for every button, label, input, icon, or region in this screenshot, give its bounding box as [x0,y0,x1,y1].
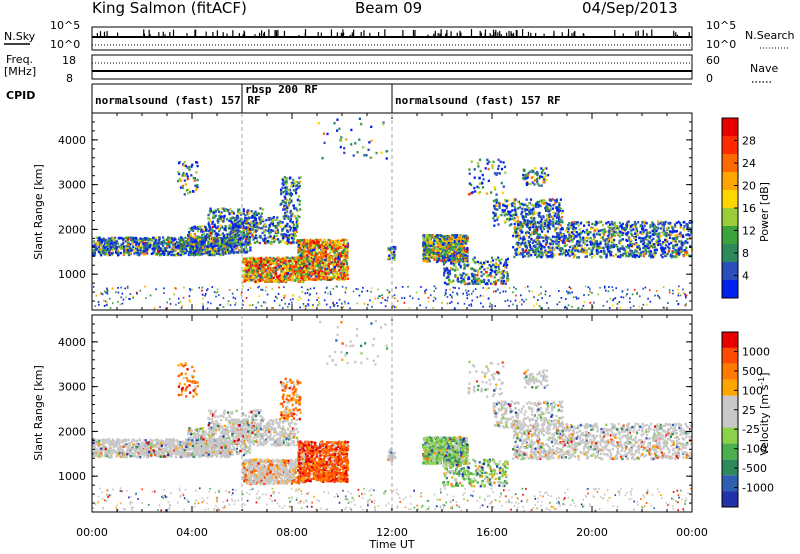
x-tick-label: 20:00 [576,526,608,539]
colorbar-tick-label: -100 [742,443,767,456]
power-axes: 1000 2000 3000 4000 [58,112,693,311]
nave-tick-top: 60 [706,54,720,67]
colorbar-tick-label: 4 [742,270,749,283]
colorbar-swatch [722,491,738,507]
colorbar-tick-label: 500 [742,365,763,378]
date-title: 04/Sep/2013 [582,0,678,17]
colorbar-swatch [722,154,738,172]
y-tick-label: 4000 [58,134,86,147]
colorbar-swatch [722,280,738,298]
freq-trace [92,62,692,72]
x-tick-label: 00:00 [76,526,108,539]
colorbar-swatch [722,363,738,380]
colorbar-swatch [722,172,738,190]
colorbar-swatch [722,190,738,208]
colorbar-swatch [722,395,738,412]
nsky-panel-frame [91,26,693,51]
nsky-trace [92,29,692,46]
colorbar-tick-label: -25 [742,423,760,436]
colorbar-swatch [722,244,738,262]
time-axis: 00:00 04:00 08:00 12:00 16:00 20:00 00:00 [76,526,708,539]
freq-unit: [MHz] [4,65,36,78]
nsearch-tick-top: 10^5 [706,19,736,32]
nave-label: Nave [750,62,778,75]
velocity-heatmap-cells [92,319,694,512]
cpid-segment-label: normalsound (fast) 157 RF [95,94,261,107]
colorbar-tick-label: 12 [742,225,756,238]
colorbar-tick-label: 1000 [742,345,770,358]
velocity-colorbar: -1000 -500 -100 -25 25 100 500 1000 [721,331,774,508]
colorbar-tick-label: 100 [742,384,763,397]
nsky-tick-bottom: 10^0 [50,38,80,51]
nsky-label: N.Sky [4,30,36,43]
colorbar-tick-label: 24 [742,157,756,170]
y-tick-label: 3000 [58,179,86,192]
freq-tick-top: 18 [62,54,76,67]
colorbar-tick-label: 20 [742,180,756,193]
colorbar-tick-label: 28 [742,135,756,148]
colorbar-swatch [722,475,738,492]
time-axis-label: Time UT [368,538,414,551]
x-tick-label: 04:00 [176,526,208,539]
y-tick-label: 4000 [58,336,86,349]
colorbar-swatch [722,411,738,428]
power-panel: 1000 2000 3000 4000 Slant Range [km] [32,112,694,311]
y-tick-label: 2000 [58,223,86,236]
colorbar-swatch [722,347,738,364]
colorbar-tick-label: -500 [742,462,767,475]
x-tick-label: 00:00 [676,526,708,539]
nsky-tick-top: 10^5 [50,19,80,32]
freq-panel-frame [91,54,693,80]
velocity-panel: 1000 2000 3000 4000 Slant Range [km] [32,314,694,513]
cpid-segment-label: normalsound (fast) 157 RF [395,94,561,107]
x-tick-label: 08:00 [276,526,308,539]
freq-tick-bottom: 8 [66,72,73,85]
colorbar-swatch [722,443,738,460]
station-title: King Salmon (fitACF) [92,0,247,17]
colorbar-swatch [722,427,738,444]
power-ylabel: Slant Range [km] [32,164,45,260]
colorbar-swatch [722,226,738,244]
beam-title: Beam 09 [355,0,422,17]
power-colorbar-label: Power [dB] [758,182,771,242]
colorbar-swatch [722,118,738,136]
y-tick-label: 1000 [58,470,86,483]
colorbar-swatch [722,379,738,396]
colorbar-tick-label: 16 [742,202,756,215]
cpid-label: CPID [6,89,35,102]
nsearch-tick-bottom: 10^0 [706,38,736,51]
nsearch-label: N.Search [745,29,795,42]
colorbar-swatch [722,208,738,226]
x-tick-label: 12:00 [376,526,408,539]
velocity-axes: 1000 2000 3000 4000 [58,314,693,513]
colorbar-tick-label: 25 [742,404,756,417]
x-tick-label: 16:00 [476,526,508,539]
colorbar-swatch [722,262,738,280]
velocity-colorbar-label: Velocity [m s-1] [757,372,772,455]
colorbar-tick-label: -1000 [742,482,774,495]
y-tick-label: 2000 [58,425,86,438]
velocity-ylabel: Slant Range [km] [32,365,45,461]
power-heatmap-cells [92,117,694,310]
power-colorbar: 4 8 12 16 20 24 28 [721,117,756,299]
y-tick-label: 3000 [58,381,86,394]
colorbar-swatch [722,136,738,154]
colorbar-swatch [722,332,738,348]
colorbar-tick-label: 8 [742,247,749,260]
cpid-segment-label: rbsp 200 RF [245,83,318,96]
freq-label: Freq. [6,53,33,66]
nave-tick-bottom: 0 [706,72,713,85]
y-tick-label: 1000 [58,268,86,281]
colorbar-swatch [722,459,738,476]
